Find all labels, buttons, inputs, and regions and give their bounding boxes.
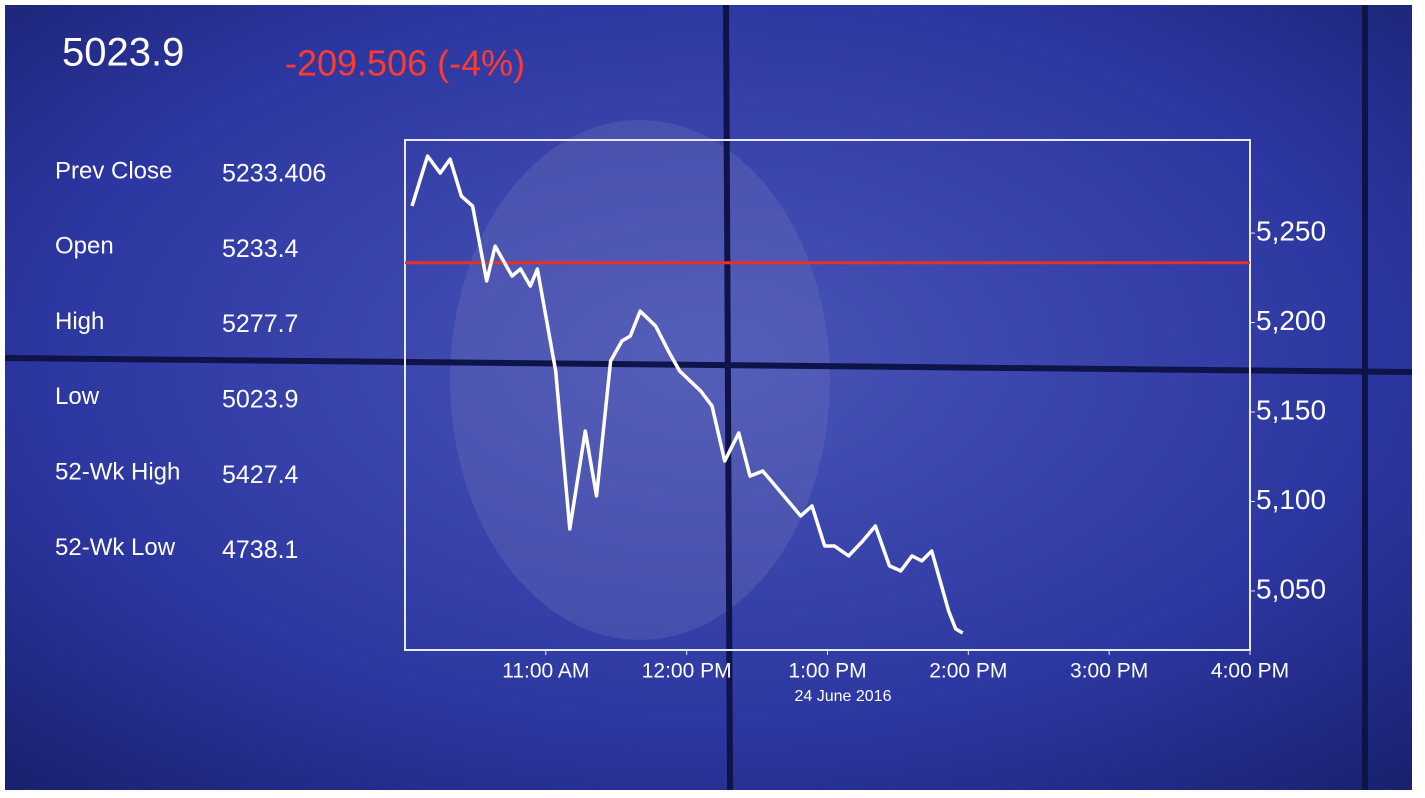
stat-value: 5277.7 [222,310,298,338]
y-tick-label: 5,150 [1256,394,1326,425]
x-axis-label: 24 June 2016 [795,688,892,705]
x-tick-label: 4:00 PM [1211,660,1289,683]
stat-label: 52-Wk Low [55,534,176,561]
x-tick-label: 11:00 AM [502,660,589,683]
y-tick-label: 5,100 [1256,484,1326,515]
stat-value: 4738.1 [222,536,298,564]
x-tick-label: 1:00 PM [788,660,866,683]
y-tick-label: 5,200 [1256,305,1326,336]
x-tick-label: 2:00 PM [929,660,1007,683]
last-price: 5023.9 [62,31,184,75]
stat-value: 5023.9 [222,386,298,414]
stat-value: 5233.4 [222,235,299,263]
background [5,5,1412,790]
price-line [410,154,964,635]
screen-seam [4,355,1413,375]
stat-value: 5427.4 [222,461,299,489]
price-change: -209.506 (-4%) [285,43,525,84]
reflection [450,120,830,640]
stat-value: 5233.406 [222,160,326,188]
y-tick-label: 5,050 [1256,573,1326,604]
stat-label: Open [55,233,114,260]
stat-label: High [55,308,104,335]
x-tick-label: 12:00 PM [642,660,732,683]
screen-seam [723,4,733,791]
y-tick-label: 5,250 [1256,215,1326,246]
stat-label: Low [55,383,100,410]
x-tick-label: 3:00 PM [1070,660,1148,683]
stat-label: Prev Close [55,157,172,184]
stat-label: 52-Wk High [55,459,180,486]
